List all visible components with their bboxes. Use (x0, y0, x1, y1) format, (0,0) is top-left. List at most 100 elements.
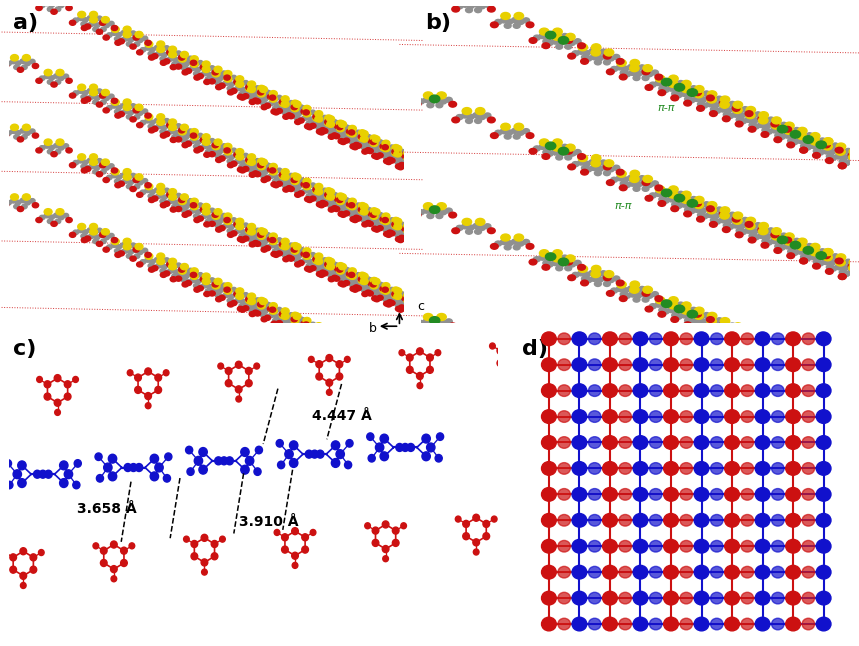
Circle shape (336, 360, 343, 368)
Circle shape (553, 28, 562, 35)
Circle shape (176, 51, 181, 56)
Circle shape (254, 99, 260, 104)
Circle shape (629, 253, 636, 258)
Circle shape (161, 195, 167, 200)
Circle shape (530, 223, 536, 228)
Circle shape (585, 56, 592, 61)
Circle shape (104, 96, 109, 101)
Circle shape (341, 132, 347, 136)
Circle shape (569, 40, 576, 45)
Circle shape (470, 190, 476, 194)
Circle shape (405, 224, 414, 230)
Circle shape (316, 450, 324, 458)
Circle shape (261, 317, 267, 322)
Circle shape (550, 214, 557, 220)
Circle shape (197, 216, 204, 221)
Circle shape (251, 239, 256, 244)
Circle shape (514, 234, 524, 241)
Circle shape (279, 243, 287, 249)
Circle shape (270, 168, 276, 173)
Circle shape (820, 143, 827, 148)
Circle shape (96, 172, 102, 177)
Circle shape (424, 303, 430, 307)
Circle shape (466, 340, 472, 345)
Circle shape (418, 244, 424, 248)
Circle shape (391, 297, 397, 302)
Circle shape (337, 125, 344, 132)
Circle shape (246, 298, 251, 302)
Circle shape (145, 393, 151, 400)
Circle shape (427, 171, 432, 175)
Circle shape (123, 178, 129, 183)
Circle shape (310, 123, 315, 127)
Circle shape (198, 203, 203, 207)
Circle shape (385, 298, 391, 303)
Circle shape (708, 284, 716, 290)
Circle shape (746, 328, 756, 335)
Circle shape (305, 112, 311, 116)
Circle shape (112, 243, 117, 247)
Circle shape (339, 209, 345, 213)
Circle shape (191, 60, 197, 65)
Circle shape (430, 317, 440, 324)
Circle shape (538, 286, 545, 291)
Circle shape (725, 358, 740, 371)
Circle shape (427, 354, 433, 361)
Circle shape (301, 182, 308, 187)
Circle shape (416, 228, 423, 234)
Circle shape (507, 366, 514, 373)
Circle shape (664, 332, 679, 346)
Circle shape (771, 541, 784, 552)
Circle shape (325, 120, 330, 125)
Circle shape (576, 313, 582, 318)
Circle shape (588, 385, 601, 397)
Circle shape (149, 128, 155, 133)
Circle shape (236, 218, 244, 225)
Circle shape (226, 289, 232, 294)
Circle shape (271, 321, 277, 326)
Circle shape (526, 278, 531, 282)
Circle shape (835, 258, 843, 264)
Circle shape (472, 333, 478, 338)
Circle shape (399, 149, 405, 154)
Circle shape (44, 1, 50, 6)
Circle shape (124, 464, 131, 472)
Circle shape (125, 33, 131, 37)
Circle shape (94, 96, 100, 100)
Circle shape (602, 384, 618, 397)
Circle shape (44, 0, 52, 3)
Circle shape (466, 260, 472, 264)
Circle shape (436, 203, 447, 210)
Circle shape (337, 120, 344, 127)
Circle shape (186, 140, 192, 145)
Circle shape (593, 238, 599, 243)
Circle shape (310, 253, 315, 257)
Circle shape (395, 233, 400, 238)
Circle shape (664, 410, 679, 423)
Circle shape (89, 159, 98, 165)
Circle shape (497, 360, 503, 367)
Circle shape (395, 160, 400, 165)
Circle shape (85, 235, 90, 240)
Circle shape (219, 83, 225, 89)
Circle shape (73, 481, 80, 489)
Circle shape (415, 165, 420, 170)
Circle shape (585, 313, 590, 318)
Circle shape (572, 358, 587, 371)
Circle shape (325, 188, 332, 194)
Circle shape (101, 27, 107, 32)
Circle shape (242, 306, 249, 311)
Circle shape (360, 130, 369, 137)
Circle shape (314, 333, 320, 337)
Circle shape (697, 216, 704, 222)
Circle shape (547, 300, 553, 306)
Circle shape (258, 90, 264, 95)
Circle shape (405, 161, 411, 165)
Circle shape (596, 277, 603, 282)
Circle shape (310, 266, 316, 271)
Circle shape (205, 77, 211, 81)
Circle shape (528, 210, 536, 216)
Circle shape (715, 302, 721, 307)
Circle shape (425, 169, 431, 174)
Circle shape (646, 72, 653, 77)
